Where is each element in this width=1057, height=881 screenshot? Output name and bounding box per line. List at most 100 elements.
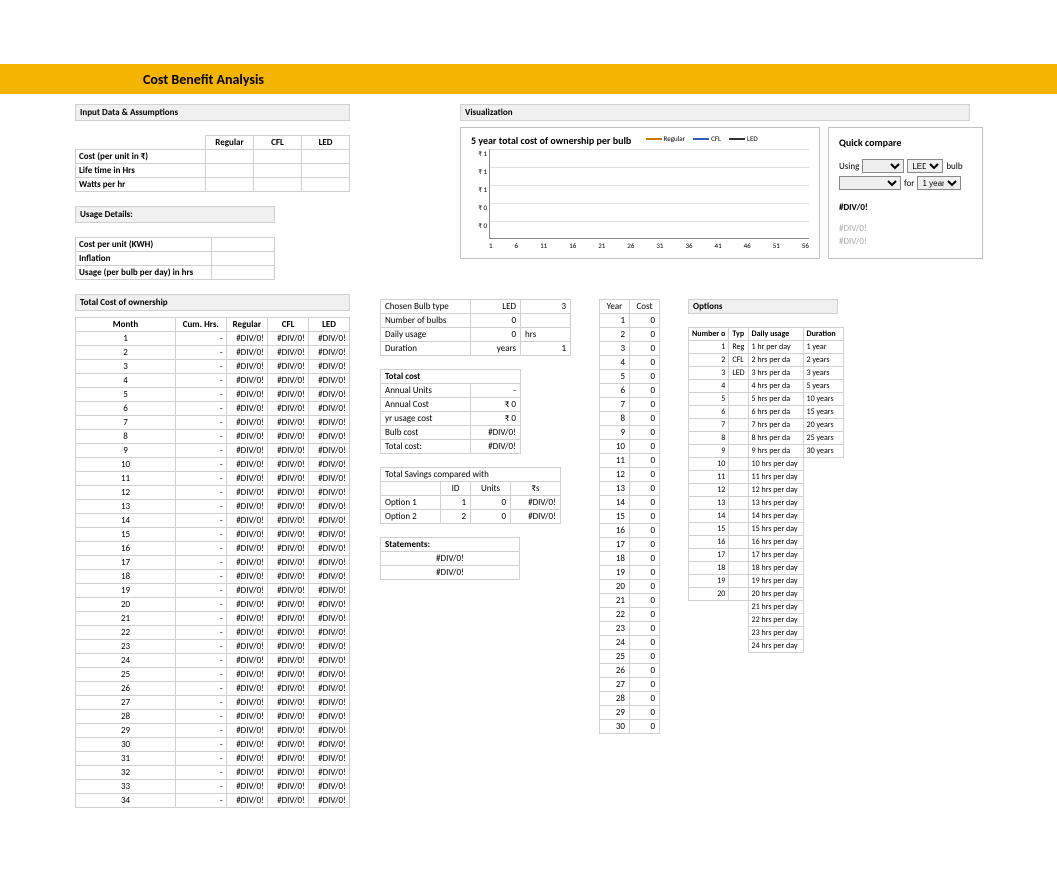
usage-header: Usage Details: bbox=[75, 206, 275, 223]
table-row: 24-#DIV/0!#DIV/0!#DIV/0! bbox=[76, 654, 350, 668]
quick-select-2[interactable]: LED bbox=[907, 159, 943, 173]
quick-compare-box: Quick compare Using LED bulb for 1 year … bbox=[828, 127, 983, 259]
table-row: 8-#DIV/0!#DIV/0!#DIV/0! bbox=[76, 430, 350, 444]
chart-box: 5 year total cost of ownership per bulb … bbox=[460, 127, 820, 259]
table-row: 27-#DIV/0!#DIV/0!#DIV/0! bbox=[76, 696, 350, 710]
table-row: 9-#DIV/0!#DIV/0!#DIV/0! bbox=[76, 444, 350, 458]
table-row: 14-#DIV/0!#DIV/0!#DIV/0! bbox=[76, 514, 350, 528]
table-row: 60 bbox=[600, 384, 660, 398]
chart-legend: Regular CFL LED bbox=[646, 134, 786, 143]
quick-select-3[interactable] bbox=[839, 176, 901, 190]
table-row: 260 bbox=[600, 664, 660, 678]
table-row: 17-#DIV/0!#DIV/0!#DIV/0! bbox=[76, 556, 350, 570]
table-row: 24 hrs per day bbox=[689, 640, 844, 653]
table-row: 13-#DIV/0!#DIV/0!#DIV/0! bbox=[76, 500, 350, 514]
input-header: Input Data & Assumptions bbox=[75, 104, 350, 121]
table-row: 20 bbox=[600, 328, 660, 342]
col-cfl: CFL bbox=[254, 136, 302, 150]
page-title: Cost Benefit Analysis bbox=[143, 71, 264, 88]
quick-result: #DIV/0! bbox=[839, 202, 972, 213]
table-row: 1616 hrs per day bbox=[689, 536, 844, 549]
table-row: 140 bbox=[600, 496, 660, 510]
table-row: 44 hrs per da5 years bbox=[689, 380, 844, 393]
usage-table: Cost per unit (KWH) Inflation Usage (per… bbox=[75, 237, 275, 280]
table-row: 20-#DIV/0!#DIV/0!#DIV/0! bbox=[76, 598, 350, 612]
table-row: 1Reg1 hr per day1 year bbox=[689, 341, 844, 354]
table-row: 21 hrs per day bbox=[689, 601, 844, 614]
table-row: 33-#DIV/0!#DIV/0!#DIV/0! bbox=[76, 780, 350, 794]
table-row: 150 bbox=[600, 510, 660, 524]
table-row: 170 bbox=[600, 538, 660, 552]
chart-title: 5 year total cost of ownership per bulb bbox=[471, 134, 631, 147]
table-row: 99 hrs per da30 years bbox=[689, 445, 844, 458]
year-cost-table: YearCost 1020304050607080901001101201301… bbox=[599, 299, 660, 734]
table-row: 19-#DIV/0!#DIV/0!#DIV/0! bbox=[76, 584, 350, 598]
table-row: 160 bbox=[600, 524, 660, 538]
totalcost-table: Total cost Annual Units- Annual Cost₹ 0 … bbox=[380, 369, 521, 454]
table-row: 30 bbox=[600, 342, 660, 356]
tco-header: Total Cost of ownership bbox=[75, 294, 350, 311]
table-row: 200 bbox=[600, 580, 660, 594]
table-row: 3LED3 hrs per da3 years bbox=[689, 367, 844, 380]
table-row: 1212 hrs per day bbox=[689, 484, 844, 497]
table-row: 77 hrs per da20 years bbox=[689, 419, 844, 432]
table-row: 23-#DIV/0!#DIV/0!#DIV/0! bbox=[76, 640, 350, 654]
col-led: LED bbox=[302, 136, 350, 150]
table-row: 1414 hrs per day bbox=[689, 510, 844, 523]
table-row: 26-#DIV/0!#DIV/0!#DIV/0! bbox=[76, 682, 350, 696]
table-row: 190 bbox=[600, 566, 660, 580]
table-row: 23 hrs per day bbox=[689, 627, 844, 640]
table-row: 21-#DIV/0!#DIV/0!#DIV/0! bbox=[76, 612, 350, 626]
table-row: 250 bbox=[600, 650, 660, 664]
quick-title: Quick compare bbox=[839, 136, 972, 149]
table-row: 100 bbox=[600, 440, 660, 454]
chart-plot bbox=[489, 149, 809, 239]
table-row: 130 bbox=[600, 482, 660, 496]
table-row: 3-#DIV/0!#DIV/0!#DIV/0! bbox=[76, 360, 350, 374]
table-row: 18-#DIV/0!#DIV/0!#DIV/0! bbox=[76, 570, 350, 584]
chosen-table: Chosen Bulb typeLED3 Number of bulbs0 Da… bbox=[380, 299, 571, 356]
table-row: 16-#DIV/0!#DIV/0!#DIV/0! bbox=[76, 542, 350, 556]
table-row: 1515 hrs per day bbox=[689, 523, 844, 536]
table-row: 15-#DIV/0!#DIV/0!#DIV/0! bbox=[76, 528, 350, 542]
table-row: 28-#DIV/0!#DIV/0!#DIV/0! bbox=[76, 710, 350, 724]
tco-table: Month Cum. Hrs. Regular CFL LED 1-#DIV/0… bbox=[75, 317, 350, 808]
table-row: 1-#DIV/0!#DIV/0!#DIV/0! bbox=[76, 332, 350, 346]
table-row: 1717 hrs per day bbox=[689, 549, 844, 562]
table-row: 12-#DIV/0!#DIV/0!#DIV/0! bbox=[76, 486, 350, 500]
chart-x-axis: 1611162126313641465156 bbox=[489, 241, 809, 250]
table-row: 34-#DIV/0!#DIV/0!#DIV/0! bbox=[76, 794, 350, 808]
col-regular: Regular bbox=[206, 136, 254, 150]
table-row: 1313 hrs per day bbox=[689, 497, 844, 510]
table-row: 2-#DIV/0!#DIV/0!#DIV/0! bbox=[76, 346, 350, 360]
table-row: 50 bbox=[600, 370, 660, 384]
table-row: 66 hrs per da15 years bbox=[689, 406, 844, 419]
table-row: 1010 hrs per day bbox=[689, 458, 844, 471]
table-row: 230 bbox=[600, 622, 660, 636]
viz-header: Visualization bbox=[460, 104, 970, 121]
table-row: 10 bbox=[600, 314, 660, 328]
table-row: 22 hrs per day bbox=[689, 614, 844, 627]
table-row: 270 bbox=[600, 678, 660, 692]
options-header: Options bbox=[688, 299, 838, 314]
table-row: 110 bbox=[600, 454, 660, 468]
table-row: 180 bbox=[600, 552, 660, 566]
table-row: 120 bbox=[600, 468, 660, 482]
title-bar: Cost Benefit Analysis bbox=[0, 64, 1057, 94]
table-row: 80 bbox=[600, 412, 660, 426]
table-row: 6-#DIV/0!#DIV/0!#DIV/0! bbox=[76, 402, 350, 416]
table-row: 90 bbox=[600, 426, 660, 440]
table-row: 220 bbox=[600, 608, 660, 622]
table-row: 290 bbox=[600, 706, 660, 720]
table-row: 55 hrs per da10 years bbox=[689, 393, 844, 406]
input-table: Regular CFL LED Cost (per unit in ₹) Lif… bbox=[75, 135, 350, 192]
quick-select-1[interactable] bbox=[862, 159, 904, 173]
quick-select-4[interactable]: 1 year bbox=[917, 176, 961, 190]
table-row: 240 bbox=[600, 636, 660, 650]
table-row: 2020 hrs per day bbox=[689, 588, 844, 601]
table-row: 4-#DIV/0!#DIV/0!#DIV/0! bbox=[76, 374, 350, 388]
table-row: 7-#DIV/0!#DIV/0!#DIV/0! bbox=[76, 416, 350, 430]
table-row: 31-#DIV/0!#DIV/0!#DIV/0! bbox=[76, 752, 350, 766]
options-table: Number o Typ Daily usage Duration 1Reg1 … bbox=[688, 327, 844, 653]
table-row: 40 bbox=[600, 356, 660, 370]
